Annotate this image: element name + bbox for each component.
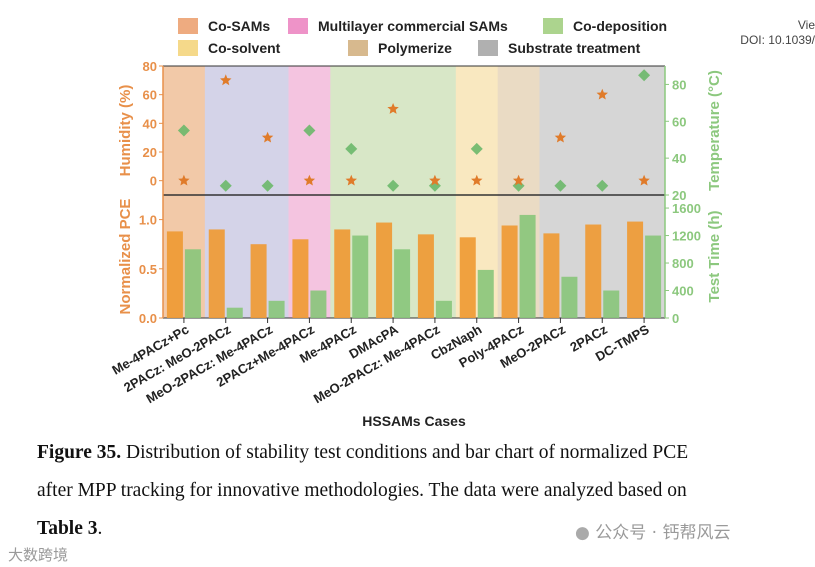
temperature-point — [470, 142, 483, 155]
test-time-bar — [561, 276, 578, 318]
legend-swatch — [178, 18, 198, 34]
legend-swatch — [178, 40, 198, 56]
y-tick-label-humidity: 80 — [143, 59, 157, 74]
y-axis-title-humidity: Humidity (%) — [117, 85, 134, 177]
y-tick-label-pce: 0.5 — [139, 262, 157, 277]
view-online-fragment[interactable]: Vie — [797, 18, 815, 32]
watermark-right: ● 公众号 · 钙帮风云 — [575, 523, 730, 543]
figure-label: Figure 35. — [37, 442, 122, 463]
test-time-bar — [603, 290, 620, 318]
pce-bar — [208, 229, 225, 318]
y-tick-label-temperature: 80 — [672, 77, 686, 92]
watermark-right-text: 公众号 · 钙帮风云 — [595, 523, 731, 543]
test-time-bar — [226, 307, 243, 318]
y-axis-title-test-time: Test Time (h) — [706, 211, 723, 303]
y-tick-label-pce: 0.0 — [139, 311, 157, 326]
test-time-bar — [394, 249, 411, 318]
y-tick-label-humidity: 60 — [143, 88, 157, 103]
temperature-point — [596, 179, 609, 192]
humidity-point — [261, 131, 274, 143]
pce-bar — [166, 231, 183, 318]
y-tick-label-humidity: 40 — [143, 116, 157, 131]
temperature-point — [512, 179, 525, 192]
humidity-point — [554, 131, 567, 143]
y-tick-label-humidity: 20 — [143, 145, 157, 160]
test-time-bar — [352, 235, 369, 318]
temperature-point — [261, 179, 274, 192]
caption-line-3: Table 3. — [37, 518, 102, 540]
temperature-point — [219, 179, 232, 192]
pce-bar — [250, 244, 267, 318]
y-tick-label-test-time: 800 — [672, 256, 694, 271]
humidity-point — [429, 174, 441, 186]
humidity-point — [303, 174, 316, 186]
temperature-point — [303, 124, 316, 137]
pce-bar — [292, 239, 309, 318]
humidity-point — [512, 174, 525, 186]
y-axis-title-temperature: Temperature (°C) — [706, 70, 723, 191]
pce-bar — [627, 221, 644, 318]
temperature-point — [428, 179, 441, 192]
watermark-left: 大数跨境 — [8, 546, 69, 564]
caption-text-1: Distribution of stability test condition… — [121, 442, 689, 463]
pce-bar — [459, 237, 476, 318]
y-tick-label-test-time: 1600 — [672, 201, 701, 216]
legend-swatch — [478, 40, 498, 56]
y-tick-label-humidity: 0 — [150, 174, 157, 189]
caption-line-1: Figure 35. Distribution of stability tes… — [37, 442, 688, 464]
wechat-icon: ● — [575, 523, 590, 543]
legend-label: Co-solvent — [208, 40, 281, 56]
humidity-point — [471, 174, 483, 186]
pce-bar — [417, 234, 434, 318]
table-reference[interactable]: Table 3 — [37, 518, 98, 539]
temperature-point — [345, 142, 358, 155]
pce-bar — [501, 225, 518, 318]
humidity-point — [638, 174, 650, 186]
temperature-point — [177, 124, 190, 137]
y-tick-label-temperature: 40 — [672, 151, 686, 166]
temperature-point — [554, 179, 567, 192]
doi-text: DOI: 10.1039/ — [740, 33, 815, 47]
legend-swatch — [543, 18, 563, 34]
humidity-point — [220, 74, 232, 86]
test-time-bar — [310, 290, 327, 318]
y-axis-title-pce: Normalized PCE — [117, 199, 134, 315]
y-tick-label-test-time: 0 — [672, 311, 679, 326]
pce-bar — [585, 224, 602, 318]
chart: Co-SAMs Multilayer commercial SAMs Co-depo… — [109, 18, 723, 429]
y-tick-label-temperature: 60 — [672, 114, 686, 129]
test-time-bar — [477, 269, 494, 318]
temperature-point — [638, 69, 651, 82]
test-time-bar — [519, 214, 536, 318]
caption-line-2: after MPP tracking for innovative method… — [37, 480, 687, 501]
humidity-point — [345, 174, 357, 186]
humidity-point — [178, 174, 190, 186]
y-tick-label-test-time: 1200 — [672, 229, 701, 244]
legend-label: Co-SAMs — [208, 18, 270, 34]
test-time-bar — [184, 249, 201, 318]
legend-swatch — [348, 40, 368, 56]
legend-label: Polymerize — [378, 40, 452, 56]
y-tick-label-test-time: 400 — [672, 284, 694, 299]
legend-swatch — [288, 18, 308, 34]
test-time-bar — [645, 235, 662, 318]
pce-bar — [334, 229, 351, 318]
caption-period: . — [97, 518, 103, 539]
pce-bar — [543, 233, 560, 318]
test-time-bar — [435, 300, 452, 318]
x-axis-title: HSSAMs Cases — [362, 413, 466, 429]
temperature-point — [387, 179, 400, 192]
humidity-point — [596, 88, 608, 100]
test-time-bar — [268, 300, 285, 318]
y-tick-label-temperature: 20 — [672, 188, 686, 203]
humidity-point — [387, 103, 399, 114]
pce-bar — [376, 222, 393, 318]
legend-label: Multilayer commercial SAMs — [318, 18, 508, 34]
y-tick-label-pce: 1.0 — [139, 213, 157, 228]
legend-label: Co-deposition — [573, 18, 667, 34]
legend-label: Substrate treatment — [508, 40, 641, 56]
